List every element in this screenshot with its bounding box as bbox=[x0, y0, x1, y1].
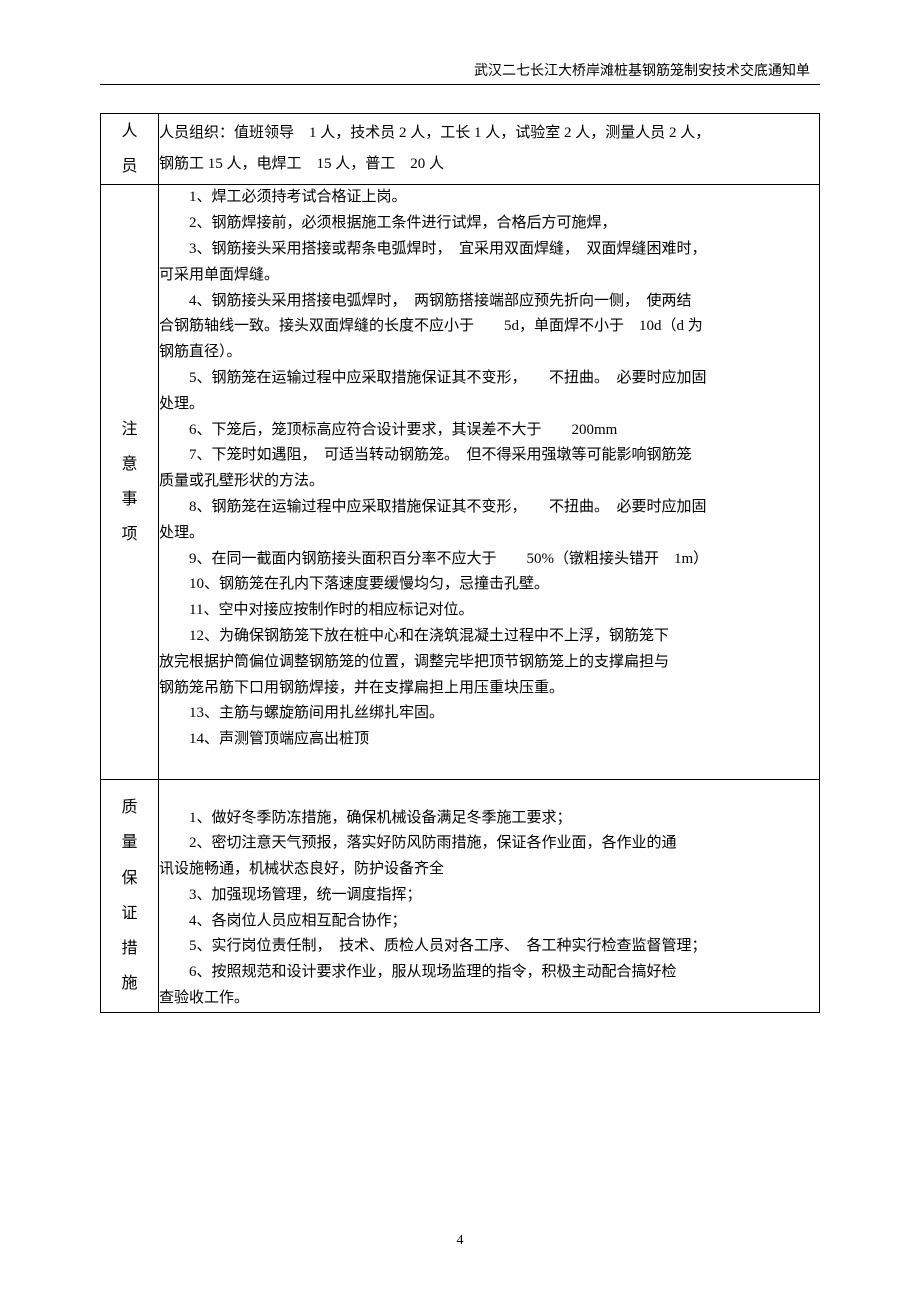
content-line: 3、加强现场管理，统一调度指挥； bbox=[159, 883, 819, 909]
label-char: 量 bbox=[101, 825, 158, 860]
content-line: 14、声测管顶端应高出桩顶 bbox=[159, 727, 819, 753]
content-line: 10、钢筋笼在孔内下落速度要缓慢均匀，忌撞击孔壁。 bbox=[159, 572, 819, 598]
row-content: 1、焊工必须持考试合格证上岗。2、钢筋焊接前，必须根据施工条件进行试焊，合格后方… bbox=[159, 185, 820, 779]
content-line: 合钢筋轴线一致。接头双面焊缝的长度不应小于 5d，单面焊不小于 10d（d 为 bbox=[159, 314, 819, 340]
table-row: 注意事项1、焊工必须持考试合格证上岗。2、钢筋焊接前，必须根据施工条件进行试焊，… bbox=[101, 185, 820, 779]
spacer-line bbox=[159, 780, 819, 806]
content-line: 4、钢筋接头采用搭接电弧焊时， 两钢筋搭接端部应预先折向一侧， 使两结 bbox=[159, 289, 819, 315]
header-divider bbox=[100, 84, 820, 85]
label-char: 意 bbox=[101, 447, 158, 482]
label-char: 施 bbox=[101, 966, 158, 1001]
label-char: 事 bbox=[101, 482, 158, 517]
label-char: 证 bbox=[101, 896, 158, 931]
content-line: 12、为确保钢筋笼下放在桩中心和在浇筑混凝土过程中不上浮，钢筋笼下 bbox=[159, 624, 819, 650]
label-char: 项 bbox=[101, 517, 158, 552]
content-line: 1、焊工必须持考试合格证上岗。 bbox=[159, 185, 819, 211]
row-content: 1、做好冬季防冻措施，确保机械设备满足冬季施工要求；2、密切注意天气预报，落实好… bbox=[159, 779, 820, 1012]
content-line: 可采用单面焊缝。 bbox=[159, 263, 819, 289]
label-char: 人 bbox=[101, 114, 158, 149]
main-table: 人员人员组织：值班领导 1 人，技术员 2 人，工长 1 人，试验室 2 人，测… bbox=[100, 113, 820, 1013]
content-line: 5、钢筋笼在运输过程中应采取措施保证其不变形， 不扭曲。 必要时应加固 bbox=[159, 366, 819, 392]
table-row: 质量保证措施 1、做好冬季防冻措施，确保机械设备满足冬季施工要求；2、密切注意天… bbox=[101, 779, 820, 1012]
row-content: 人员组织：值班领导 1 人，技术员 2 人，工长 1 人，试验室 2 人，测量人… bbox=[159, 114, 820, 185]
content-line: 8、钢筋笼在运输过程中应采取措施保证其不变形， 不扭曲。 必要时应加固 bbox=[159, 495, 819, 521]
page-number: 4 bbox=[100, 1233, 820, 1249]
content-line: 钢筋工 15 人，电焊工 15 人，普工 20 人 bbox=[159, 149, 819, 181]
label-char: 质 bbox=[101, 790, 158, 825]
content-line: 钢筋直径）。 bbox=[159, 340, 819, 366]
content-line: 7、下笼时如遇阻， 可适当转动钢筋笼。 但不得采用强墩等可能影响钢筋笼 bbox=[159, 443, 819, 469]
content-line: 查验收工作。 bbox=[159, 986, 819, 1012]
content-line: 5、实行岗位责任制， 技术、质检人员对各工序、 各工种实行检查监督管理； bbox=[159, 934, 819, 960]
content-line: 13、主筋与螺旋筋间用扎丝绑扎牢固。 bbox=[159, 701, 819, 727]
label-char: 注 bbox=[101, 412, 158, 447]
header-title: 武汉二七长江大桥岸滩桩基钢筋笼制安技术交底通知单 bbox=[100, 60, 820, 80]
content-line: 质量或孔壁形状的方法。 bbox=[159, 469, 819, 495]
row-label: 人员 bbox=[101, 114, 159, 185]
label-char: 措 bbox=[101, 931, 158, 966]
content-line: 讯设施畅通，机械状态良好，防护设备齐全 bbox=[159, 857, 819, 883]
content-line: 1、做好冬季防冻措施，确保机械设备满足冬季施工要求； bbox=[159, 806, 819, 832]
content-line: 2、钢筋焊接前，必须根据施工条件进行试焊，合格后方可施焊， bbox=[159, 211, 819, 237]
table-row: 人员人员组织：值班领导 1 人，技术员 2 人，工长 1 人，试验室 2 人，测… bbox=[101, 114, 820, 185]
content-line: 人员组织：值班领导 1 人，技术员 2 人，工长 1 人，试验室 2 人，测量人… bbox=[159, 118, 819, 150]
content-line: 处理。 bbox=[159, 521, 819, 547]
row-label: 注意事项 bbox=[101, 185, 159, 779]
content-line: 放完根据护筒偏位调整钢筋笼的位置，调整完毕把顶节钢筋笼上的支撑扁担与 bbox=[159, 650, 819, 676]
label-char: 保 bbox=[101, 861, 158, 896]
content-line: 6、按照规范和设计要求作业，服从现场监理的指令，积极主动配合搞好检 bbox=[159, 960, 819, 986]
content-line: 处理。 bbox=[159, 392, 819, 418]
label-char: 员 bbox=[101, 149, 158, 184]
row-label: 质量保证措施 bbox=[101, 779, 159, 1012]
content-line: 3、钢筋接头采用搭接或帮条电弧焊时， 宜采用双面焊缝， 双面焊缝困难时， bbox=[159, 237, 819, 263]
content-line: 4、各岗位人员应相互配合协作； bbox=[159, 909, 819, 935]
content-line: 11、空中对接应按制作时的相应标记对位。 bbox=[159, 598, 819, 624]
content-line: 9、在同一截面内钢筋接头面积百分率不应大于 50%（镦粗接头错开 1m） bbox=[159, 547, 819, 573]
content-line: 2、密切注意天气预报，落实好防风防雨措施，保证各作业面，各作业的通 bbox=[159, 831, 819, 857]
spacer-line bbox=[159, 753, 819, 779]
content-line: 6、下笼后，笼顶标高应符合设计要求，其误差不大于 200mm bbox=[159, 418, 819, 444]
content-line: 钢筋笼吊筋下口用钢筋焊接，并在支撑扁担上用压重块压重。 bbox=[159, 676, 819, 702]
